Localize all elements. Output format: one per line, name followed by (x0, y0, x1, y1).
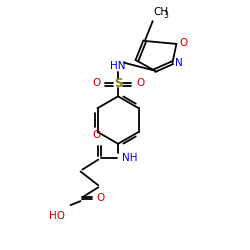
Text: CH: CH (154, 7, 169, 17)
Text: HN: HN (110, 61, 126, 71)
Text: NH: NH (122, 153, 138, 163)
Text: O: O (136, 78, 144, 88)
Text: O: O (180, 38, 188, 48)
Text: S: S (114, 77, 122, 90)
Text: N: N (176, 58, 183, 68)
Text: HO: HO (49, 211, 65, 221)
Text: O: O (92, 130, 100, 140)
Text: O: O (96, 193, 104, 203)
Text: O: O (92, 78, 100, 88)
Text: 3: 3 (164, 11, 168, 20)
